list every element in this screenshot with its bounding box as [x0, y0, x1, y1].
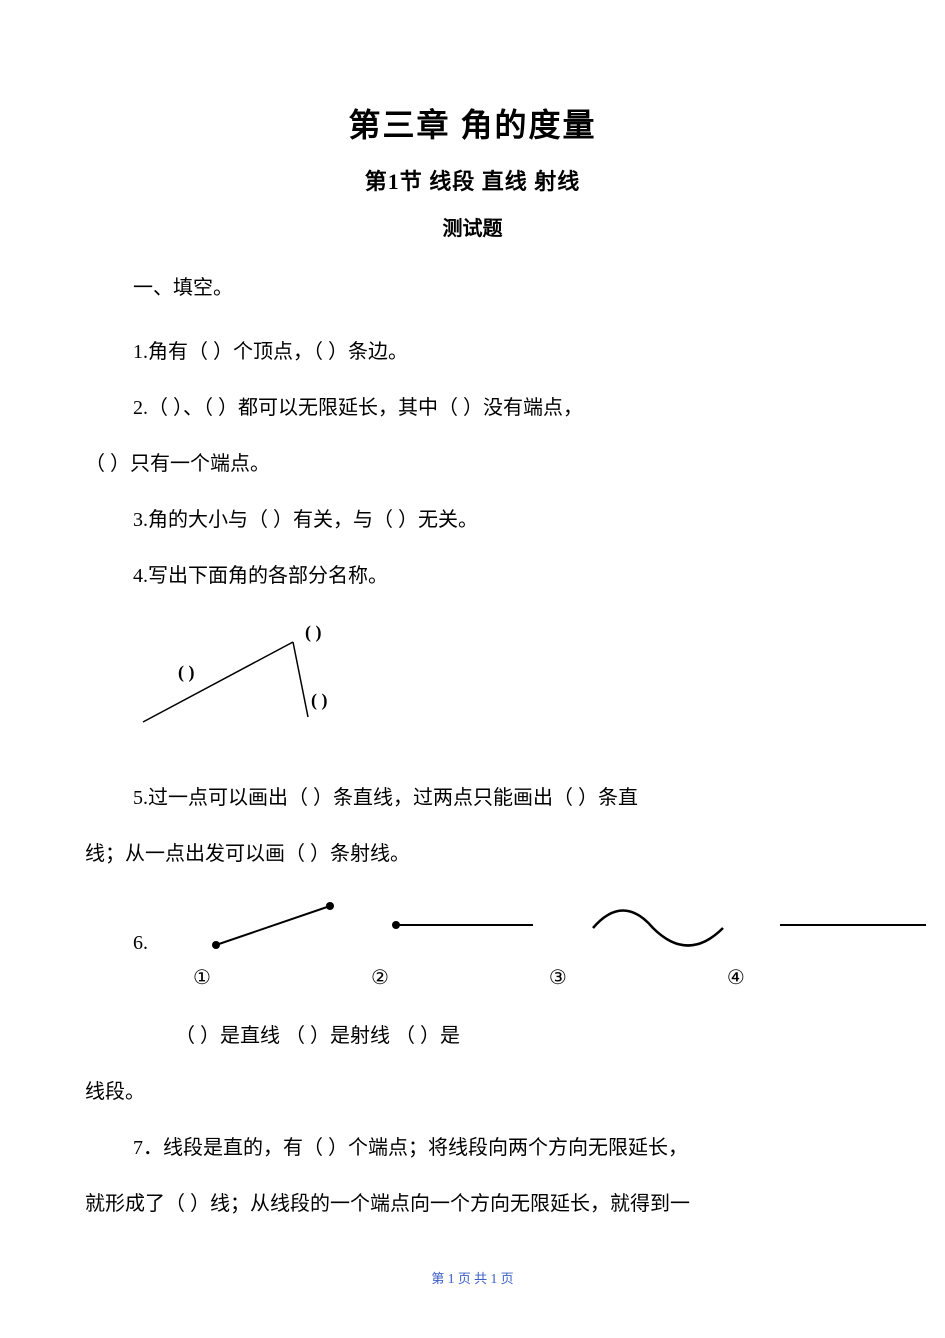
shapes-row: 6.: [133, 895, 860, 955]
circled-3: ③: [549, 965, 567, 990]
shape-2: [388, 895, 538, 955]
section-1-heading: 一、填空。: [133, 271, 860, 300]
shape-4: [778, 895, 928, 955]
shape-3: [588, 895, 728, 955]
question-6-label: 6.: [133, 932, 148, 955]
angle-label-left: ( ): [178, 662, 195, 683]
circled-1: ①: [193, 965, 211, 990]
question-2b: （ ）只有一个端点。: [85, 438, 860, 490]
question-2a: 2.（ ）、（ ）都可以无限延长，其中（ ）没有端点，: [133, 382, 860, 434]
circled-numbers-row: ① ② ③ ④: [193, 965, 860, 990]
question-5a: 5.过一点可以画出（ ）条直线，过两点只能画出（ ）条直: [133, 772, 860, 824]
footer-mid: 页 共: [455, 1271, 491, 1286]
angle-label-bottom: ( ): [311, 690, 328, 711]
page-footer: 第 1 页 共 1 页: [0, 1268, 945, 1288]
question-3: 3.角的大小与（ ）有关，与（ ）无关。: [133, 494, 860, 546]
chapter-title: 第三章 角的度量: [85, 100, 860, 146]
circled-2: ②: [371, 965, 389, 990]
shape-1: [208, 895, 338, 955]
answer-line-1: （ ）是直线 （ ）是射线 （ ）是: [175, 1010, 860, 1062]
question-7a: 7．线段是直的，有（ ）个端点；将线段向两个方向无限延长，: [133, 1122, 860, 1174]
footer-prefix: 第: [431, 1271, 447, 1286]
footer-suffix: 页: [497, 1271, 513, 1286]
answer-line-2: 线段。: [85, 1066, 860, 1118]
question-1: 1.角有（ ）个顶点，（ ）条边。: [133, 326, 860, 378]
footer-page: 1: [448, 1272, 455, 1287]
angle-svg: [133, 622, 413, 742]
test-label: 测试题: [85, 212, 860, 241]
angle-label-top: ( ): [305, 622, 322, 643]
question-7b: 就形成了（ ）线；从线段的一个端点向一个方向无限延长，就得到一: [85, 1178, 860, 1230]
circled-4: ④: [727, 965, 745, 990]
angle-diagram: ( ) ( ) ( ): [133, 622, 860, 742]
question-4: 4.写出下面角的各部分名称。: [133, 550, 860, 602]
section-title: 第1节 线段 直线 射线: [85, 164, 860, 196]
question-5b: 线；从一点出发可以画（ ）条射线。: [85, 828, 860, 880]
